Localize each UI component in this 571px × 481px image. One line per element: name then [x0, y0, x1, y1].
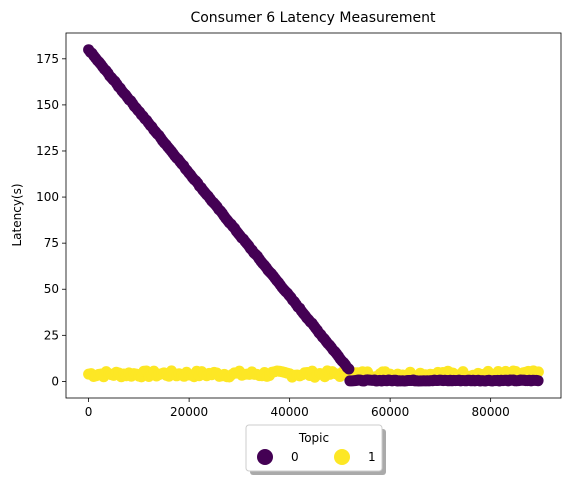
y-tick-label: 175	[36, 52, 59, 66]
data-point	[532, 375, 544, 387]
data-point	[532, 366, 544, 378]
y-tick-label: 0	[51, 374, 59, 388]
y-tick-label: 75	[44, 236, 59, 250]
y-tick-label: 50	[44, 282, 59, 296]
legend-entry-0[interactable]: 0	[257, 449, 299, 465]
y-tick-label: 150	[36, 98, 59, 112]
y-tick-label: 25	[44, 328, 59, 342]
x-tick-label: 0	[85, 405, 93, 419]
y-tick-label: 100	[36, 190, 59, 204]
legend-title: Topic	[298, 431, 329, 445]
legend-label-1: 1	[368, 450, 376, 464]
legend-marker-0	[257, 449, 273, 465]
x-tick-label: 40000	[271, 405, 309, 419]
legend[interactable]: Topic 0 1	[245, 424, 386, 475]
data-point	[343, 363, 355, 375]
x-tick-label: 60000	[371, 405, 409, 419]
x-tick-label: 80000	[472, 405, 510, 419]
legend-entry-1[interactable]: 1	[334, 449, 376, 465]
x-axis: 0 20000 40000 60000 80000	[85, 398, 510, 419]
legend-marker-1	[334, 449, 350, 465]
plot-area	[65, 32, 562, 399]
x-tick-label: 20000	[170, 405, 208, 419]
y-axis-label: Latency(s)	[10, 183, 24, 246]
y-tick-label: 125	[36, 144, 59, 158]
legend-label-0: 0	[291, 450, 299, 464]
series-0-points	[83, 44, 544, 387]
chart-title: Consumer 6 Latency Measurement	[190, 10, 436, 26]
y-axis: 0 25 50 75 100 125 150 175	[36, 52, 66, 388]
